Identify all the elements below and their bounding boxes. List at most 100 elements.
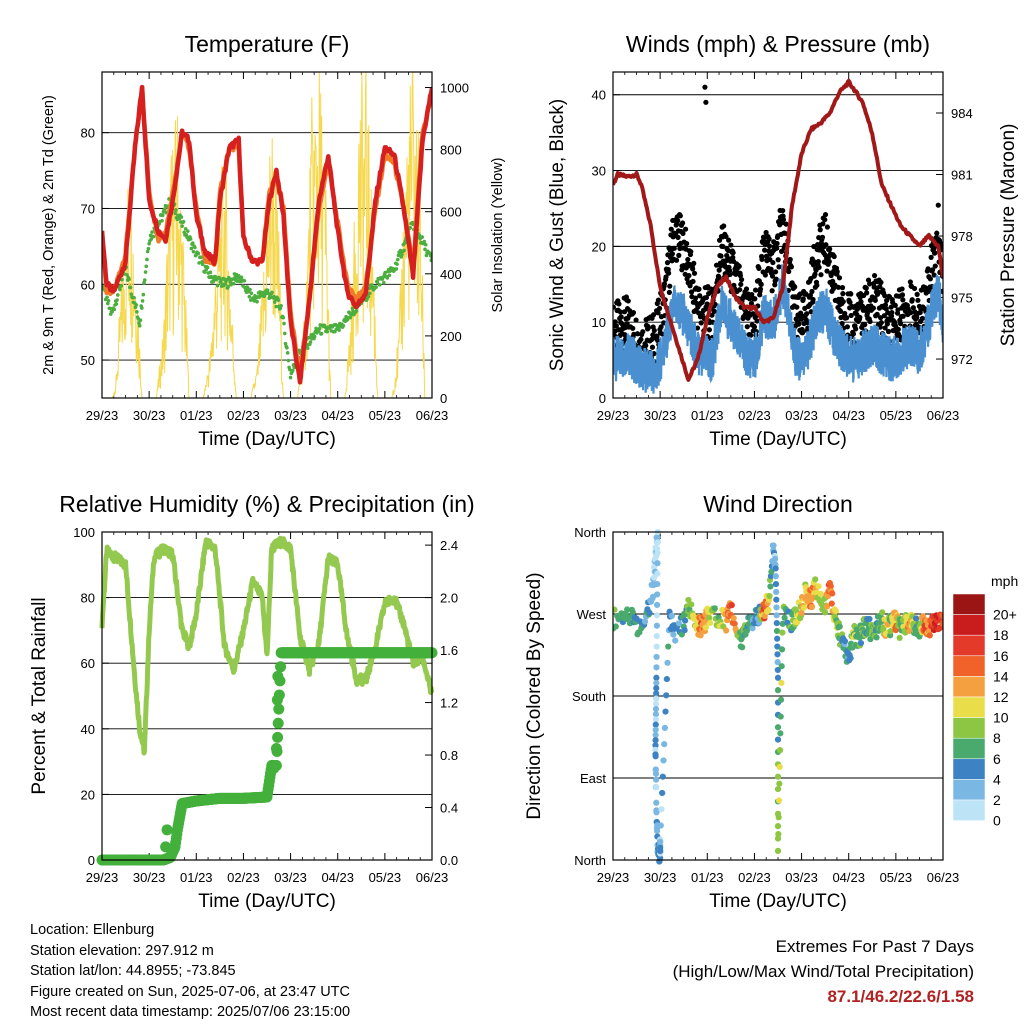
direction-point [653,685,660,692]
dewpoint-point [226,285,230,289]
direction-point [723,627,730,634]
rh-plot-border [101,531,433,861]
colorbar-label-10: 0 [993,813,1001,829]
dewpoint-point [423,242,428,247]
ytick-label-temp-3: 80 [81,126,95,141]
gust-point [727,271,733,278]
direction-point [778,663,785,670]
dewpoint-point [163,207,167,211]
ytick-label-temp-2: 70 [81,201,95,216]
direction-point [774,847,782,854]
dewpoint-point [138,318,143,323]
xtick-label-temp-7: 06/23 [416,408,449,423]
gust-point [847,299,853,305]
gust-point [831,253,837,260]
gust-point [651,327,657,334]
gust-point [864,290,870,296]
gust-point [812,271,818,277]
gust-point [716,267,722,273]
y2tick-label-wind-4: 984 [951,106,973,121]
gust-point [622,332,628,338]
rainfall-marker-5 [272,670,284,682]
gust-point [815,258,821,265]
xtick-label-temp-2: 01/23 [180,408,213,423]
gust-point [616,301,622,307]
gust-point [915,297,921,303]
gust-point [738,281,744,287]
dewpoint-point [312,334,317,339]
gust-point [911,285,918,292]
gust-point [737,287,743,293]
direction-point [652,742,659,749]
chart-wind: Winds (mph) & Pressure (mb) 29/23 30/23 01/… [547,31,1019,450]
y2tick-label-temp-4: 800 [440,143,462,158]
wind-plot [613,78,943,394]
gust-point [698,320,704,326]
gust-point [686,272,692,279]
gust-point [900,297,906,303]
direction-point [774,687,782,694]
dewpoint-point [160,213,165,218]
gust-point [766,243,773,249]
gust-point [853,326,859,332]
gust-point [848,291,854,297]
direction-point [936,625,943,632]
gust-point [711,308,717,314]
dewpoint-point [105,295,109,300]
direction-point [822,609,829,616]
rh-ylabel: Percent & Total Rainfall [29,597,50,794]
gust-point [787,256,793,263]
dewpoint-point [400,252,404,257]
gust-point [679,220,686,226]
dir-plot-border [612,531,944,861]
wind-xlabel: Time (Day/UTC) [709,429,847,450]
direction-point [800,604,808,611]
gust-point [654,333,660,340]
direction-point [654,549,661,556]
dewpoint-point [143,270,148,274]
direction-point [654,539,661,546]
y2tick-label-rh-2: 0.8 [440,748,458,763]
dewpoint-point [128,285,133,290]
dewpoint-point [307,335,311,340]
dewpoint-point [334,327,339,331]
gust-point [682,226,689,232]
direction-point [873,634,880,641]
colorbar-swatch-3 [952,655,986,677]
dewpoint-point [197,261,201,265]
temp-y2label: Solar Insolation (Yellow) [490,157,506,312]
y2tick-label-rh-4: 1.6 [440,643,458,658]
direction-point [681,627,688,634]
direction-point [641,618,649,625]
direction-point [774,835,782,842]
dewpoint-point [272,294,276,299]
dewpoint-point [115,293,120,297]
direction-point [776,780,783,787]
direction-point [775,814,782,821]
gust-point [822,217,828,223]
dewpoint-point [375,280,380,284]
gust-point [773,276,779,282]
direction-point [658,806,665,813]
dewpoint-point [112,307,117,312]
dewpoint-point [387,273,392,278]
rainfall-marker-3 [270,742,282,754]
colorbar-swatch-6 [952,717,986,739]
colorbar-swatch-5 [952,696,986,718]
gust-point [788,264,794,270]
xtick-label-wind-6: 05/23 [880,408,913,423]
direction-point [613,623,619,630]
gust-point [649,344,656,350]
dewpoint-point [144,264,149,269]
gust-point [763,229,769,236]
gust-point [693,295,699,301]
dewpoint-point [146,246,151,251]
gust-outlier-0 [702,84,708,90]
direction-point [629,609,636,616]
direction-point [812,576,819,583]
direction-point [765,606,772,614]
temp-plot [102,72,432,398]
gust-point [881,313,887,319]
dewpoint-point [137,321,141,325]
gust-point [658,324,664,330]
